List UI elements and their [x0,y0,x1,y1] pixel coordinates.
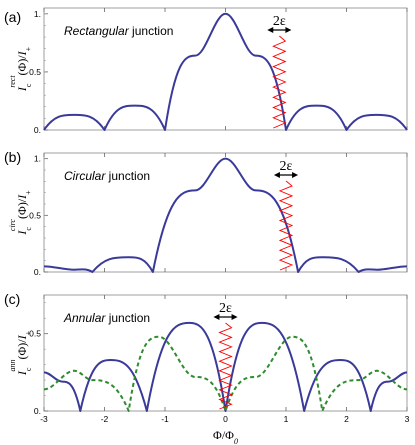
arrow-head-left [213,314,220,320]
y-tick-label: 0.5 [29,210,41,220]
panel-label: (c) [4,291,20,307]
y-tick-label: 0. [34,406,41,416]
panel-title: Rectangular junction [64,24,173,38]
x-tick-label: 0 [223,414,228,424]
arrow-head-left [273,172,280,178]
x-tick-label: 1 [284,414,289,424]
x-tick-label: 2 [344,414,349,424]
x-tick-label: -3 [40,414,48,424]
x-tick-label: -2 [101,414,109,424]
panel-label: (b) [4,149,21,165]
arrow-head-right [292,172,299,178]
series-line-1 [43,157,408,273]
epsilon-label: 2ε [273,14,286,29]
panel-2: (b) Circular junction Iccirc(Φ)/I+ 0. 0.5 1. 2… [4,149,408,277]
y-tick-label: 0. [34,125,41,135]
panel-3: (c) Annular junction Icann(Φ)/I+ 0. 0.5 -3 -2 -… [4,291,410,445]
panel-1: (a) Rectangular junction Icrect(Φ)/I+ 0. 0.5… [4,7,408,135]
y-tick-label: 0.5 [29,67,41,77]
y-tick-label: 0. [34,267,41,277]
panel-title: Annular junction [63,311,150,325]
x-tick-label: -1 [161,414,169,424]
arrow-head-right [285,27,292,33]
y-axis-label: Icann(Φ)/I+ [8,330,33,376]
x-tick-label: 3 [405,414,410,424]
series-line-2 [43,335,408,412]
y-axis-label: Icrect(Φ)/I+ [8,46,33,92]
epsilon-zigzag [272,35,287,129]
epsilon-zigzag [218,322,233,410]
y-tick-label: 1. [34,154,41,164]
x-axis-label: Φ/Φ0 [213,428,238,445]
y-axis-label: Iccirc(Φ)/I+ [8,190,33,236]
arrow-head-right [231,314,238,320]
series-line-1 [43,12,408,131]
panel-title: Circular junction [64,169,150,183]
arrow-head-left [267,27,274,33]
epsilon-zigzag [278,180,294,271]
epsilon-label: 2ε [219,301,232,316]
panel-label: (a) [4,9,21,25]
epsilon-label: 2ε [280,159,293,174]
y-tick-label: 1. [34,9,41,19]
y-tick-label: 0.5 [29,329,41,339]
series-line-1 [43,321,408,412]
